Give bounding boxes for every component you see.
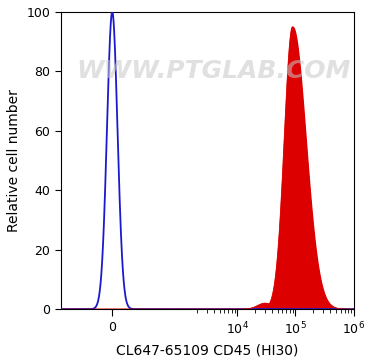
Text: WWW.PTGLAB.COM: WWW.PTGLAB.COM xyxy=(76,59,350,83)
X-axis label: CL647-65109 CD45 (HI30): CL647-65109 CD45 (HI30) xyxy=(116,343,298,357)
Y-axis label: Relative cell number: Relative cell number xyxy=(7,89,21,232)
